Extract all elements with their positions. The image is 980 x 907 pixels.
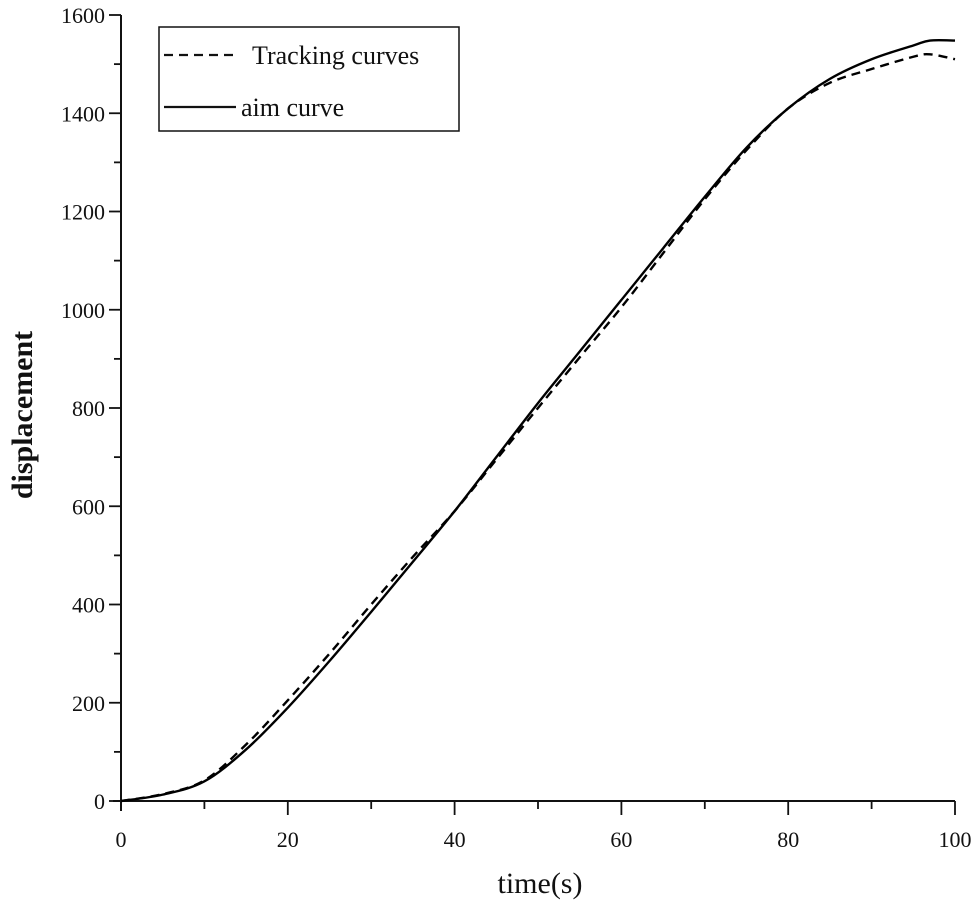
y-tick-label: 0: [94, 789, 105, 814]
x-tick-label: 60: [610, 827, 632, 852]
y-tick-label: 200: [72, 691, 105, 716]
legend: Tracking curves aim curve: [158, 26, 460, 132]
axes: 0 200 400 600 800 1000 1200 1400 1600 0 20 40 60 80 10…: [61, 3, 972, 852]
y-tick-label: 400: [72, 593, 105, 618]
y-axis-title: displacement: [6, 331, 39, 499]
y-tick-label: 1000: [61, 298, 105, 323]
x-tick-label: 40: [444, 827, 466, 852]
x-tick-label: 0: [116, 827, 127, 852]
x-tick-label: 20: [277, 827, 299, 852]
y-tick-label: 1600: [61, 3, 105, 28]
legend-label-tracking: Tracking curves: [252, 41, 419, 70]
tracking-curve-line: [120, 52, 956, 803]
y-tick-label: 1400: [61, 101, 105, 126]
aim-curve-line: [120, 38, 956, 803]
y-tick-label: 1200: [61, 200, 105, 225]
x-axis-title: time(s): [498, 867, 583, 900]
legend-label-aim: aim curve: [241, 93, 344, 122]
plot-curves: [120, 38, 956, 803]
y-tick-label: 600: [72, 494, 105, 519]
legend-box: [158, 26, 460, 132]
x-tick-label: 100: [939, 827, 972, 852]
x-tick-label: 80: [777, 827, 799, 852]
y-tick-label: 800: [72, 396, 105, 421]
